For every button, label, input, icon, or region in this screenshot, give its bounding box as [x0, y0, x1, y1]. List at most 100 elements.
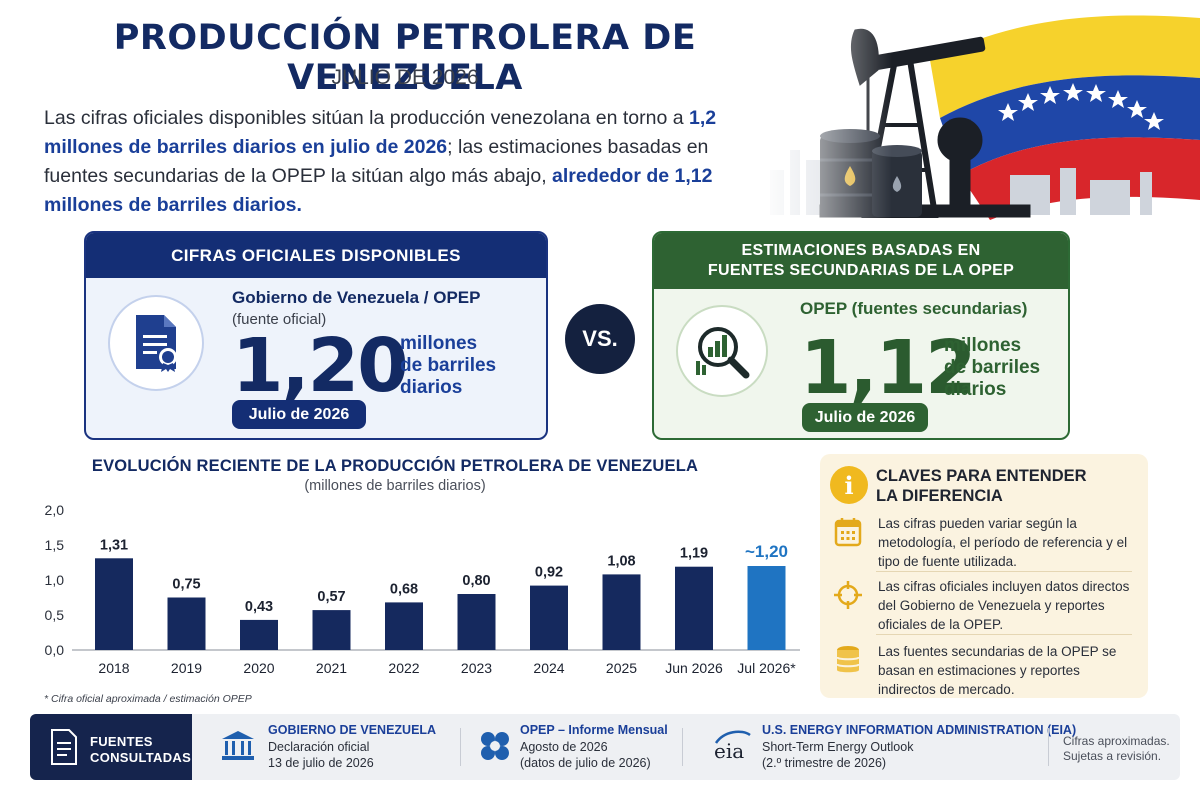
- official-source-note: (fuente oficial): [232, 311, 327, 328]
- page-subtitle: JULIO DE 2026: [331, 66, 479, 89]
- bar: [312, 610, 351, 650]
- key-item-text: Las cifras oficiales incluyen datos dire…: [878, 579, 1130, 632]
- x-tick-label: 2022: [388, 660, 419, 676]
- sources-label: FUENTES CONSULTADAS: [30, 714, 192, 780]
- opec-heading-line-2: FUENTES SECUNDARIAS DE LA OPEP: [707, 262, 1015, 279]
- opec-logo-icon: [481, 732, 509, 760]
- source-item: eia U.S. ENERGY INFORMATION ADMINISTRATI…: [712, 723, 1076, 773]
- bar: [95, 558, 133, 650]
- disclaimer-line-1: Cifras aproximadas.: [1063, 734, 1170, 748]
- y-tick-label: 2,0: [45, 502, 65, 518]
- bar: [675, 566, 713, 650]
- y-tick-label: 1,5: [45, 537, 65, 553]
- intro-text-1: Las cifras oficiales disponibles sitúan …: [44, 107, 689, 129]
- source-line-1: Agosto de 2026: [520, 740, 608, 754]
- x-tick-label: Jul 2026*: [737, 660, 796, 676]
- y-tick-label: 0,5: [45, 607, 65, 623]
- official-card-heading: CIFRAS OFICIALES DISPONIBLES: [86, 233, 546, 278]
- disclaimer: Cifras aproximadas. Sujetas a revisión.: [1063, 734, 1170, 764]
- source-title: GOBIERNO DE VENEZUELA: [268, 723, 437, 737]
- bar-value-label: 0,80: [462, 573, 490, 589]
- source-line-2: (2.º trimestre de 2026): [762, 756, 887, 770]
- x-tick-label: 2019: [171, 660, 202, 676]
- official-figures-card: CIFRAS OFICIALES DISPONIBLES Gobierno de…: [84, 231, 548, 440]
- opec-card-heading: ESTIMACIONES BASADAS EN FUENTES SECUNDAR…: [654, 233, 1068, 289]
- bar-value-label: 0,57: [317, 589, 345, 605]
- official-date-pill: Julio de 2026: [232, 400, 366, 429]
- opec-unit: millones de barriles diarios: [944, 335, 1040, 401]
- key-item-text: Las fuentes secundarias de la OPEP se ba…: [878, 644, 1117, 697]
- bar: [457, 594, 496, 650]
- bar-value-label: 0,68: [390, 581, 418, 597]
- key-insights-title: CLAVES PARA ENTENDER LA DIFERENCIA: [876, 466, 1136, 506]
- x-tick-label: 2023: [461, 660, 492, 676]
- eia-logo-text: eia: [714, 739, 745, 763]
- bar-value-label: 0,43: [245, 599, 273, 615]
- opec-value: 1,12: [800, 325, 977, 411]
- document-icon: [51, 729, 77, 765]
- key-item-text: Las cifras pueden variar según la metodo…: [878, 516, 1128, 569]
- crosshair-icon: [834, 581, 862, 609]
- bar-value-label: 1,31: [100, 537, 128, 553]
- source-title: OPEP – Informe Mensual: [520, 723, 668, 737]
- bar: [530, 585, 568, 650]
- divider: [1048, 728, 1049, 766]
- sources-label-line-2: CONSULTADAS: [90, 750, 192, 765]
- oil-pumpjack-illustration: [760, 0, 1200, 225]
- intro-text-2: ; las estimaciones basadas en fuentes se…: [44, 136, 709, 187]
- disclaimer-line-2: Sujetas a revisión.: [1063, 749, 1162, 763]
- opec-date-pill: Julio de 2026: [802, 403, 928, 432]
- bar-value-label: 1,19: [680, 546, 708, 562]
- official-unit: millones de barriles diarios: [400, 333, 496, 399]
- chart-title: EVOLUCIÓN RECIENTE DE LA PRODUCCIÓN PETR…: [91, 457, 699, 475]
- bar: [747, 566, 786, 650]
- magnifier-chart-icon: [676, 305, 768, 397]
- official-unit-line-2: de barriles: [400, 355, 497, 376]
- intro-highlight-1: 1,2 millones de barriles diarios en juli…: [44, 107, 717, 158]
- opec-unit-line-1: millones: [944, 335, 1022, 356]
- chart-footnote: * Cifra oficial aproximada / estimación …: [44, 693, 252, 705]
- source-item: GOBIERNO DE VENEZUELA Declaración oficia…: [220, 723, 460, 773]
- bar-value-label: ~1,20: [745, 542, 788, 561]
- y-tick-label: 1,0: [45, 572, 65, 588]
- x-tick-label: 2024: [533, 660, 564, 676]
- source-line-1: Declaración oficial: [268, 740, 370, 754]
- bar: [385, 602, 423, 650]
- sources-label-text: FUENTES CONSULTADAS: [90, 734, 191, 766]
- source-line-2: (datos de julio de 2026): [520, 756, 651, 770]
- source-line-2: 13 de julio de 2026: [268, 756, 374, 770]
- database-icon: [836, 646, 860, 673]
- certified-document-icon: [108, 295, 204, 391]
- x-tick-label: 2021: [316, 660, 347, 676]
- chart-bars: 1,31 2018 0,75 2019 0,43 2020 0,57 2021 0,68 2022…: [95, 537, 796, 676]
- bar-value-label: 0,92: [535, 565, 563, 581]
- key-insights-title-line-1: CLAVES PARA ENTENDER: [876, 467, 1087, 485]
- divider: [876, 634, 1132, 635]
- sources-label-line-1: FUENTES: [90, 734, 153, 749]
- x-tick-label: 2018: [98, 660, 129, 676]
- intro-paragraph: Las cifras oficiales disponibles sitúan …: [44, 104, 744, 220]
- official-source-name: Gobierno de Venezuela / OPEP: [232, 288, 481, 307]
- sources-band: FUENTES CONSULTADAS GOBIERNO DE VENEZUEL…: [30, 714, 1180, 780]
- divider: [876, 571, 1132, 572]
- x-tick-label: 2020: [243, 660, 274, 676]
- bar: [240, 619, 278, 650]
- y-axis-ticks: 0,0 0,5 1,0 1,5 2,0: [45, 502, 65, 658]
- versus-badge: VS.: [565, 304, 635, 374]
- x-tick-label: 2025: [606, 660, 637, 676]
- bar-value-label: 1,08: [607, 553, 635, 569]
- bar: [602, 574, 641, 650]
- opec-unit-line-3: diarios: [944, 379, 1007, 400]
- official-unit-line-1: millones: [400, 333, 478, 354]
- opec-source-name: OPEP (fuentes secundarias): [800, 299, 1028, 318]
- official-unit-line-3: diarios: [400, 377, 463, 398]
- opec-heading-line-1: ESTIMACIONES BASADAS EN: [741, 242, 981, 259]
- chart-subtitle: (millones de barriles diarios): [304, 478, 486, 494]
- key-insights-title-line-2: LA DIFERENCIA: [876, 487, 1003, 505]
- government-building-icon: [222, 731, 254, 760]
- source-title: U.S. ENERGY INFORMATION ADMINISTRATION (…: [762, 723, 1077, 737]
- production-bar-chart: 0,0 0,5 1,0 1,5 2,0 1,31 2018 0,75 2019 0,43 2020…: [45, 502, 800, 676]
- key-insights-panel: i CLAVES PARA ENTENDER LA DIFERENCIA Las…: [820, 454, 1148, 698]
- info-icon: i: [830, 466, 868, 504]
- opec-estimates-card: ESTIMACIONES BASADAS EN FUENTES SECUNDAR…: [652, 231, 1070, 440]
